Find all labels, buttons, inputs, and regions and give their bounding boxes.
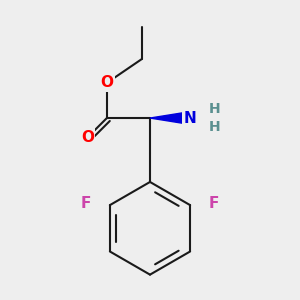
Text: H: H <box>208 120 220 134</box>
Text: O: O <box>81 130 94 145</box>
Text: F: F <box>209 196 219 211</box>
Polygon shape <box>150 112 190 124</box>
Text: H: H <box>208 102 220 116</box>
Text: N: N <box>184 110 196 125</box>
Text: F: F <box>81 196 91 211</box>
Text: O: O <box>100 75 113 90</box>
